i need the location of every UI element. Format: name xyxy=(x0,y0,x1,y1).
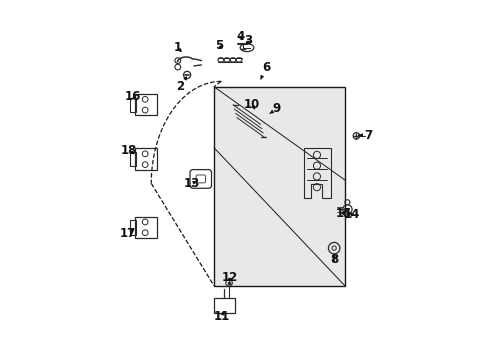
Bar xyxy=(135,217,156,238)
Text: 11: 11 xyxy=(213,310,229,324)
Text: 9: 9 xyxy=(269,103,280,116)
Bar xyxy=(129,220,136,234)
Text: 5: 5 xyxy=(215,39,223,52)
Text: 1: 1 xyxy=(173,41,181,54)
Text: 14: 14 xyxy=(343,208,360,221)
Text: 7: 7 xyxy=(358,129,371,142)
Bar xyxy=(214,87,344,286)
Text: 13: 13 xyxy=(183,177,199,190)
Bar xyxy=(135,148,156,170)
Bar xyxy=(129,152,136,166)
Bar xyxy=(214,298,234,313)
Text: 16: 16 xyxy=(124,90,141,103)
Text: 2: 2 xyxy=(176,77,186,93)
Text: 4: 4 xyxy=(236,30,244,43)
Text: 3: 3 xyxy=(244,33,252,47)
Text: 6: 6 xyxy=(261,60,269,79)
Text: 17: 17 xyxy=(120,226,136,239)
Text: 15: 15 xyxy=(335,207,351,220)
Bar xyxy=(135,94,156,116)
Text: 8: 8 xyxy=(329,253,338,266)
Text: 18: 18 xyxy=(120,144,137,157)
Text: 10: 10 xyxy=(243,98,259,111)
Text: 12: 12 xyxy=(222,271,238,284)
Bar xyxy=(129,98,136,112)
